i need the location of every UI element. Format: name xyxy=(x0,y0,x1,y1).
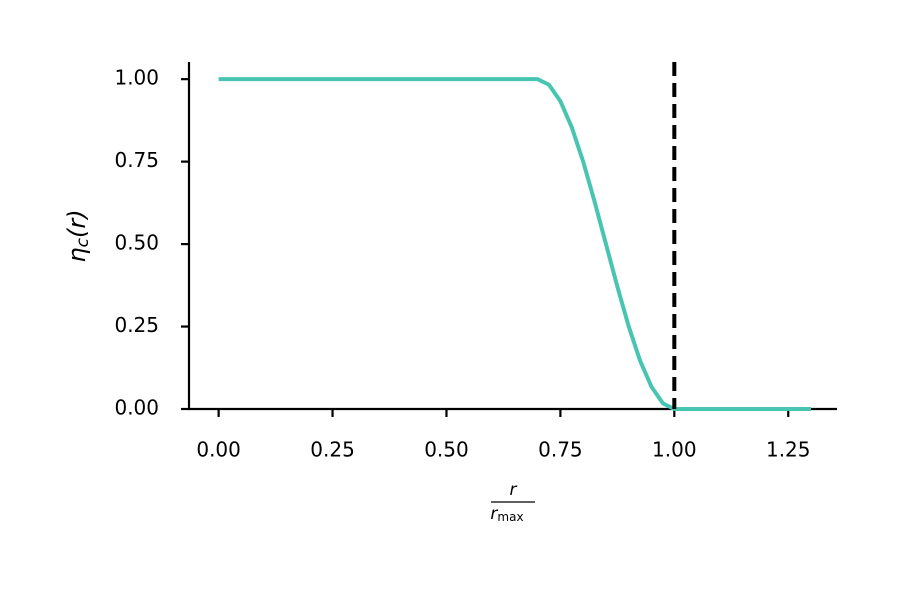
x-label-denominator-subscript: max xyxy=(497,510,523,524)
x-tick-label: 0.75 xyxy=(538,438,583,462)
x-tick-label: 1.25 xyxy=(766,438,811,462)
y-tick-label: 1.00 xyxy=(114,66,159,90)
x-label-denominator: rmax xyxy=(490,504,523,524)
x-tick-label: 1.00 xyxy=(652,438,697,462)
x-label-numerator: r xyxy=(510,480,518,500)
y-tick-label: 0.25 xyxy=(114,313,159,337)
line-series xyxy=(218,77,812,411)
y-label-argument: (r) xyxy=(63,209,91,238)
x-label-denominator-symbol: r xyxy=(490,504,498,524)
x-tick-label: 0.00 xyxy=(196,438,241,462)
y-tick-label: 0.00 xyxy=(114,396,159,420)
x-tick-label: 0.25 xyxy=(310,438,355,462)
y-axis-label: ηc(r) xyxy=(63,209,93,262)
y-tick-label: 0.75 xyxy=(114,148,159,172)
y-tick-label: 0.50 xyxy=(114,231,159,255)
y-label-subscript: c xyxy=(73,237,93,247)
y-label-symbol: η xyxy=(63,247,91,262)
x-tick-label: 0.50 xyxy=(424,438,469,462)
